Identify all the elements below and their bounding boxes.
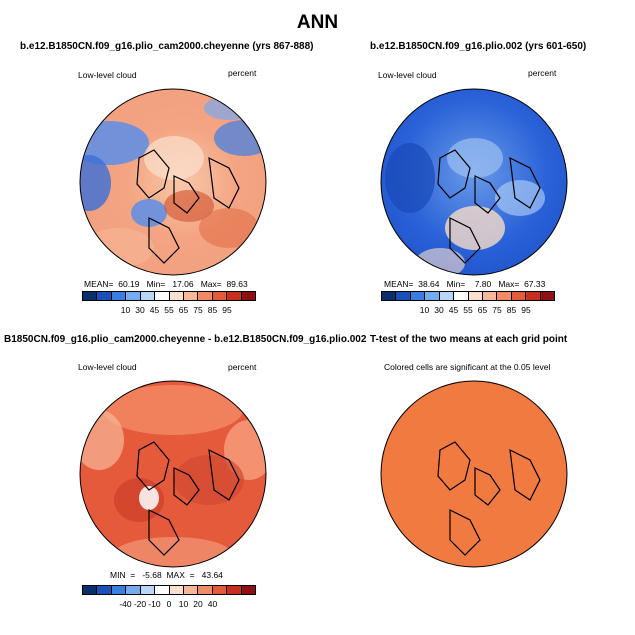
colorbar-swatch xyxy=(169,292,184,300)
colorbar-tick-label: -10 xyxy=(148,599,161,609)
colorbar-swatch xyxy=(482,292,498,300)
panel-4-map xyxy=(380,380,568,568)
colorbar-tick-label: 55 xyxy=(164,305,174,315)
figure-title: ANN xyxy=(296,12,339,33)
colorbar-swatch xyxy=(140,292,156,300)
colorbar-swatch xyxy=(83,292,98,300)
colorbar-swatch xyxy=(126,292,141,300)
colorbar-swatch xyxy=(140,586,156,594)
colorbar-swatch xyxy=(155,292,170,300)
colorbar-swatch xyxy=(241,586,256,594)
panel-3-colorbar-ticks: -40 -20 -10 0 10 20 40 xyxy=(82,599,256,611)
panel-2-variable-label: Low-level cloud xyxy=(378,70,437,80)
panel-4-variable-label: Colored cells are significant at the 0.0… xyxy=(384,362,551,372)
colorbar-swatch xyxy=(468,292,483,300)
panel-2-units-label: percent xyxy=(528,68,557,78)
colorbar-swatch xyxy=(155,586,170,594)
colorbar-swatch xyxy=(241,292,256,300)
panel-2-stats: MEAN= 38.64 Min= 7.80 Max= 67.33 xyxy=(384,279,546,289)
colorbar-tick-label: 10 xyxy=(178,599,189,609)
colorbar-swatch xyxy=(111,586,127,594)
colorbar-tick-label: 10 xyxy=(120,305,131,315)
colorbar-swatch xyxy=(454,292,469,300)
colorbar-swatch xyxy=(439,292,455,300)
panel-1-variable-label: Low-level cloud xyxy=(78,70,137,80)
panel-1-title: b.e12.B1850CN.f09_g16.plio_cam2000.cheye… xyxy=(20,41,314,52)
colorbar-swatch xyxy=(198,586,213,594)
panel-3-variable-label: Low-level cloud xyxy=(78,362,137,372)
colorbar-swatch xyxy=(183,586,199,594)
colorbar-tick-label: 85 xyxy=(207,305,218,315)
panel-3-colorbar xyxy=(82,585,256,595)
colorbar-tick-label: -40 xyxy=(119,599,132,609)
colorbar-swatch xyxy=(97,292,112,300)
colorbar-tick-label: 75 xyxy=(492,305,502,315)
colorbar-swatch xyxy=(511,292,527,300)
panel-1-colorbar xyxy=(82,291,256,301)
colorbar-tick-label: 55 xyxy=(463,305,473,315)
colorbar-tick-label: 65 xyxy=(477,305,488,315)
colorbar-tick-label: 30 xyxy=(135,305,145,315)
colorbar-tick-label: 85 xyxy=(506,305,517,315)
panel-1-units-label: percent xyxy=(228,68,257,78)
colorbar-tick-label: 10 xyxy=(419,305,430,315)
colorbar-tick-label: 20 xyxy=(193,599,203,609)
panel-3-map xyxy=(79,380,267,568)
colorbar-tick-label: 40 xyxy=(207,599,218,609)
colorbar-tick-label: 75 xyxy=(193,305,203,315)
panel-2-map xyxy=(380,88,568,276)
panel-4-title: T-test of the two means at each grid poi… xyxy=(370,334,568,345)
colorbar-swatch xyxy=(212,586,228,594)
colorbar-swatch xyxy=(183,292,199,300)
panel-3-units-label: percent xyxy=(228,362,257,372)
colorbar-swatch xyxy=(540,292,555,300)
panel-2-colorbar xyxy=(381,291,555,301)
colorbar-swatch xyxy=(497,292,512,300)
colorbar-tick-label: -20 xyxy=(133,599,147,609)
colorbar-swatch xyxy=(227,292,242,300)
colorbar-tick-label: 65 xyxy=(178,305,189,315)
colorbar-swatch xyxy=(410,292,426,300)
panel-2-colorbar-ticks: 10 30 45 55 65 75 85 95 xyxy=(381,305,555,317)
colorbar-tick-label: 95 xyxy=(521,305,531,315)
colorbar-swatch xyxy=(97,586,112,594)
colorbar-swatch xyxy=(425,292,440,300)
panel-1-stats: MEAN= 60.19 Min= 17.06 Max= 89.63 xyxy=(84,279,248,289)
colorbar-swatch xyxy=(83,586,98,594)
colorbar-swatch xyxy=(526,292,541,300)
colorbar-tick-label: 0 xyxy=(166,599,172,609)
panel-1-colorbar-ticks: 10 30 45 55 65 75 85 95 xyxy=(82,305,256,317)
panel-3-title: B1850CN.f09_g16.plio_cam2000.cheyenne - … xyxy=(4,334,367,345)
colorbar-tick-label: 30 xyxy=(434,305,444,315)
colorbar-swatch xyxy=(212,292,228,300)
colorbar-swatch xyxy=(227,586,242,594)
panel-1-map xyxy=(79,88,267,276)
panel-3-stats: MIN = -5.68 MAX = 43.64 xyxy=(110,570,223,580)
colorbar-swatch xyxy=(126,586,141,594)
colorbar-tick-label: 45 xyxy=(448,305,459,315)
colorbar-swatch xyxy=(198,292,213,300)
colorbar-swatch xyxy=(111,292,127,300)
colorbar-swatch xyxy=(382,292,397,300)
colorbar-tick-label: 95 xyxy=(222,305,232,315)
colorbar-swatch xyxy=(396,292,411,300)
colorbar-tick-label: 45 xyxy=(149,305,160,315)
colorbar-swatch xyxy=(169,586,184,594)
panel-2-title: b.e12.B1850CN.f09_g16.plio.002 (yrs 601-… xyxy=(370,41,587,52)
